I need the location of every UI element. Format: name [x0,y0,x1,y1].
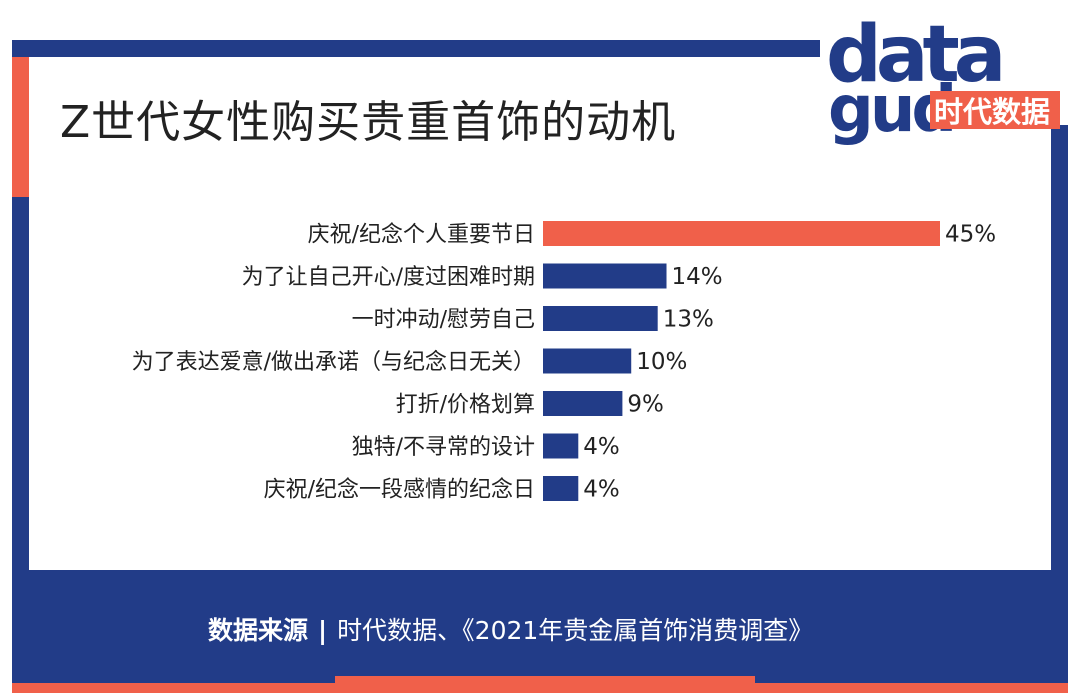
bar-4 [543,391,623,416]
bar-5 [543,433,579,459]
logo-cn-text: 时代数据 [934,95,1050,129]
category-label-4: 打折/价格划算 [396,393,535,418]
category-label-1: 为了让自己开心/度过困难时期 [242,265,535,290]
logo-cn-box [930,91,1060,129]
source-note: 数据来源 | 时代数据、《2021年贵金属首饰消费调查》 [208,611,813,651]
category-label-6: 庆祝/纪念一段感情的纪念日 [264,478,535,503]
source-label: 数据来源 [208,616,309,645]
bar-3 [543,348,632,374]
value-label-3: 10% [636,349,687,375]
bar-1 [543,263,667,289]
value-label-4: 9% [627,392,664,418]
footer-accent-mid [335,676,755,693]
frame-right-bar [1051,125,1068,693]
source-text: 时代数据、《2021年贵金属首饰消费调查》 [337,616,814,645]
bar-0 [543,221,940,246]
category-label-5: 独特/不寻常的设计 [352,435,535,460]
value-label-6: 4% [583,477,620,503]
bar-6 [543,476,579,501]
value-label-0: 45% [945,222,996,248]
source-separator: | [318,616,328,645]
chart-title: Z世代女性购买贵重首饰的动机 [60,97,677,148]
value-label-1: 14% [672,264,723,290]
logo-text-line1: data [826,10,1001,100]
value-label-2: 13% [663,307,714,333]
frame-left-bar [12,40,29,693]
frame-left-accent [12,57,29,197]
frame-top-bar [12,40,820,57]
value-label-5: 4% [583,434,620,460]
bar-2 [543,306,658,331]
datagud-logo: data gud 时代数据 [826,10,1060,147]
category-label-3: 为了表达爱意/做出承诺（与纪念日无关） [132,350,535,375]
category-label-0: 庆祝/纪念个人重要节日 [308,223,535,248]
footer-band [12,570,1068,693]
category-label-2: 一时冲动/慰劳自己 [352,308,535,333]
